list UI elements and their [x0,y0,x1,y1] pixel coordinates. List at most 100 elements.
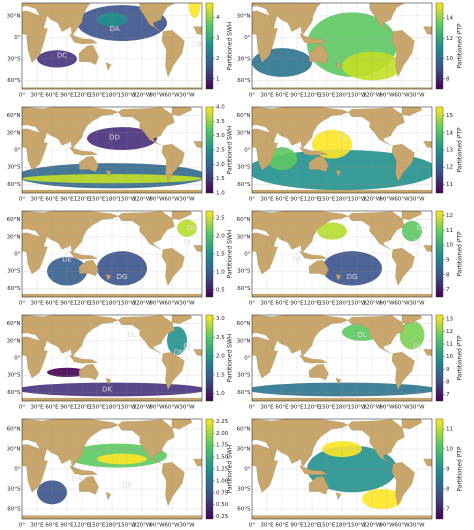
wave-field [317,222,347,240]
x-tick-label: 180° [105,523,118,529]
colorbar-tick-label: 0.25 [216,514,229,520]
x-tick-label: 30°E [260,523,274,529]
land [105,62,112,71]
colorbar [205,418,214,520]
x-tick-label: 90°W [379,301,395,307]
region-label: DH [187,224,198,232]
colorbar-tick-label: 1.5 [216,252,225,258]
land [252,336,278,379]
x-tick-label: 60°W [394,93,410,99]
x-tick-label: 60°E [45,197,59,203]
y-tick-label: 30°S [7,269,21,275]
colorbar-tick-label: 1.00 [216,478,229,484]
colorbar-tick-label: 3 [216,35,220,41]
land [391,30,415,78]
wave-field [97,453,147,465]
x-tick-label: 30°E [30,301,44,307]
colorbar-tick-label: 10 [446,56,453,62]
x-tick-label: 0° [249,197,255,203]
x-tick-label: 30°W [179,523,195,529]
colorbar [435,210,444,298]
colorbar-label: Partitioned PTP [457,127,464,173]
land [299,465,328,476]
x-tick-label: 150°E [89,301,106,307]
x-tick-label: 90°W [379,405,395,411]
land [335,169,342,177]
colorbar-tick-label: 8 [446,76,450,82]
x-tick-label: 180° [105,197,118,203]
map [252,107,432,193]
map-frame [251,210,433,298]
colorbar [205,106,214,194]
x-tick-label: 30°W [179,93,195,99]
land [78,260,99,276]
x-tick-label: 90°E [290,301,304,307]
colorbar-tick-label: 12 [446,213,453,219]
colorbar-tick-label: 7 [446,287,450,293]
colorbar-label: Partitioned SWH [227,126,234,175]
land [308,364,329,380]
wave-field [37,480,67,505]
x-tick-label: 0° [249,405,255,411]
x-tick-label: 0° [19,523,25,529]
land [161,248,185,286]
land [22,10,48,63]
land [252,444,278,493]
colorbar-tick-label: 7 [446,392,450,398]
x-tick-label: 120°W [363,523,382,529]
land [347,107,405,146]
x-tick-label: 150°W [348,197,367,203]
x-tick-label: 180° [335,301,348,307]
y-tick-label: 30°N [7,13,21,19]
land [78,156,99,172]
colorbar-tick-label: 14 [446,16,453,22]
wave-field [399,320,425,350]
region-label: DB [192,41,202,49]
x-tick-label: 60°E [45,301,59,307]
x-tick-label: 120°E [74,523,91,529]
colorbar-tick-label: 2 [216,56,220,62]
x-tick-label: 0° [249,301,255,307]
colorbar [435,2,444,90]
map-frame [251,418,433,520]
x-tick-label: 60°W [164,523,180,529]
x-tick-label: 150°W [348,523,367,529]
map-frame [251,106,433,194]
land [335,62,342,71]
wave-field [342,51,402,81]
y-tick-label: 60°S [237,78,251,84]
map [252,3,432,89]
colorbar-label: Partitioned PTP [457,23,464,69]
colorbar-tick-label: 9 [446,367,450,373]
x-tick-label: 60°W [394,405,410,411]
region-label: DK [102,386,112,394]
y-tick-label: 30°S [237,56,251,62]
x-tick-label: 150°E [319,93,336,99]
region-label: DJ [183,343,190,351]
region-label: DA [109,25,119,33]
y-tick-label: 30°N [237,338,251,344]
colorbar-tick-label: 12 [446,36,453,42]
y-tick-label: 0° [14,35,20,41]
land [22,107,119,150]
land [105,377,112,385]
land [22,128,48,171]
y-tick-label: 0° [244,252,250,258]
y-tick-label: 30°N [237,234,251,240]
map [22,419,202,519]
y-tick-label: 0° [244,356,250,362]
x-tick-label: 30°W [409,301,425,307]
land [347,315,405,354]
y-tick-label: 60°N [7,427,21,433]
colorbar-tick-label: 10 [446,447,453,453]
land [423,458,432,467]
x-tick-label: 120°E [304,197,321,203]
land [252,3,321,37]
land [308,45,329,65]
colorbar-tick-label: 14 [446,130,453,136]
